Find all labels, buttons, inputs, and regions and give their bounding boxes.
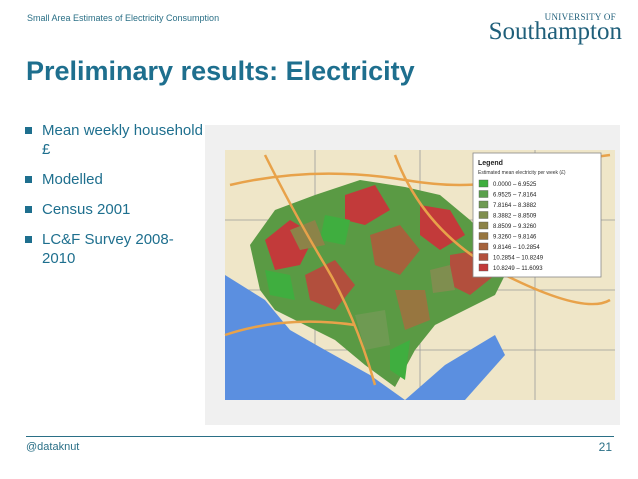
- bullet-text: LC&F Survey 2008-2010: [42, 231, 174, 267]
- logo-line1: UNIVERSITY OF: [544, 12, 616, 22]
- legend-label: 7.8164 – 8.3882: [493, 203, 537, 209]
- legend-swatch: [478, 232, 489, 240]
- bullet-list: Mean weekly household £ Modelled Census …: [24, 121, 204, 279]
- legend-label: 9.8146 – 10.2854: [493, 245, 540, 251]
- bullet-item: Modelled: [24, 170, 204, 189]
- bullet-text: Modelled: [42, 171, 103, 188]
- bullet-marker-icon: [25, 206, 32, 213]
- legend-swatch: [478, 263, 489, 272]
- water-area: [225, 275, 405, 400]
- legend-swatch: [478, 221, 489, 230]
- water-estuary: [405, 335, 505, 400]
- legend-label: 8.8509 – 9.3260: [493, 224, 537, 230]
- legend-swatch: [478, 242, 489, 251]
- bullet-item: LC&F Survey 2008-2010: [24, 230, 204, 268]
- legend-swatch: [478, 211, 489, 219]
- bullet-marker-icon: [25, 236, 32, 243]
- header-caption: Small Area Estimates of Electricity Cons…: [27, 13, 220, 23]
- legend-subtitle: Estimated mean electricity per week (£): [478, 170, 566, 176]
- bullet-text: Census 2001: [42, 201, 131, 218]
- footer-handle: @dataknut: [26, 441, 80, 453]
- legend-label: 0.0000 – 6.9525: [493, 182, 537, 188]
- legend-swatch: [478, 253, 489, 261]
- choropleth-map: Legend Estimated mean electricity per we…: [205, 125, 620, 425]
- bullet-text: Mean weekly household £: [42, 122, 203, 158]
- slide-title: Preliminary results: Electricity: [26, 56, 415, 86]
- legend-box: [472, 152, 602, 278]
- legend-items: 0.0000 – 6.9525 6.9525 – 7.8164 7.8164 – 8…: [478, 179, 544, 272]
- map-graphic: Legend Estimated mean electricity per we…: [224, 150, 615, 400]
- footer-divider: [26, 436, 614, 437]
- legend-title: Legend: [478, 160, 503, 167]
- bullet-item: Mean weekly household £: [24, 121, 204, 159]
- legend-label: 6.9525 – 7.8164: [493, 193, 537, 199]
- bullet-marker-icon: [25, 127, 32, 134]
- legend-swatch: [478, 190, 489, 198]
- legend-label: 9.3260 – 9.8146: [493, 235, 537, 241]
- legend-swatch: [478, 179, 489, 188]
- university-logo: UNIVERSITY OF Southampton: [482, 10, 622, 44]
- bullet-item: Census 2001: [24, 200, 204, 219]
- legend-label: 10.8249 – 11.6093: [493, 266, 543, 272]
- bullet-marker-icon: [25, 176, 32, 183]
- page-number: 21: [598, 440, 612, 454]
- legend-label: 10.2854 – 10.8249: [493, 256, 544, 262]
- logo-line2: Southampton: [488, 18, 622, 45]
- legend-label: 8.3882 – 8.8509: [493, 214, 537, 220]
- legend-swatch: [478, 200, 489, 209]
